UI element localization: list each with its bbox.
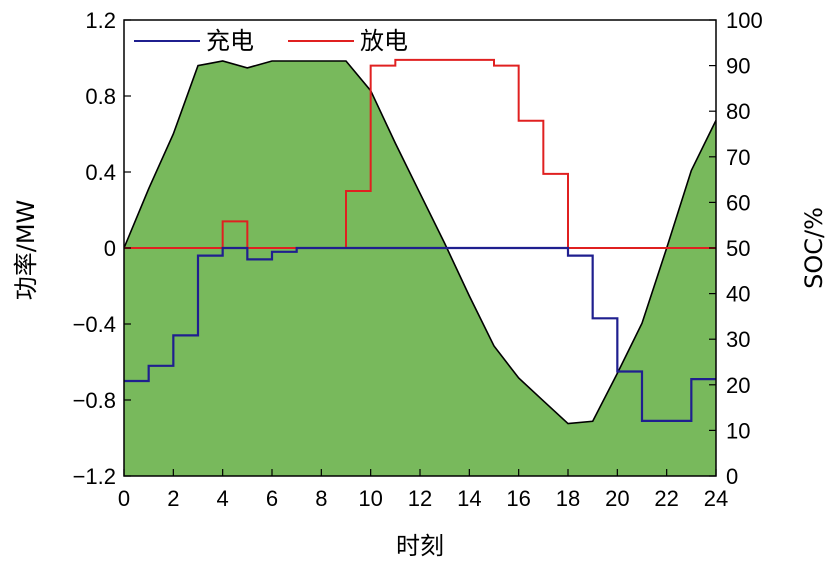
y-left-axis-title: 功率/MW: [12, 200, 40, 301]
y-left-tick-label: −1.2: [73, 464, 116, 489]
y-right-tick-label: 50: [726, 236, 750, 261]
x-tick-label: 8: [315, 486, 327, 511]
legend-label-charge: 充电: [206, 27, 254, 55]
x-tick-label: 14: [457, 486, 481, 511]
y-left-tick-label: 0.4: [85, 160, 116, 185]
x-tick-label: 16: [506, 486, 530, 511]
axis-ticks: 0 2 4 6 8 10 12 14 16 18 20 22 241.20.80.40−0.4−0.8−…: [73, 8, 763, 511]
x-tick-label: 6: [266, 486, 278, 511]
x-axis-title: 时刻: [396, 532, 444, 560]
y-left-tick-label: 1.2: [85, 8, 116, 33]
y-right-tick-label: 0: [726, 464, 738, 489]
x-tick-label: 20: [605, 486, 629, 511]
soc-line: [124, 60, 716, 425]
y-right-tick-label: 90: [726, 54, 750, 79]
y-right-tick-label: 40: [726, 282, 750, 307]
y-left-tick-label: −0.4: [73, 312, 116, 337]
y-right-tick-label: 70: [726, 145, 750, 170]
x-tick-label: 24: [704, 486, 728, 511]
y-right-tick-label: 10: [726, 418, 750, 443]
y-left-tick-label: −0.8: [73, 388, 116, 413]
y-right-tick-label: 80: [726, 99, 750, 124]
power-series-layer: [124, 58, 716, 422]
x-tick-label: 4: [217, 486, 229, 511]
x-tick-label: 0: [118, 486, 130, 511]
x-tick-label: 12: [408, 486, 432, 511]
y-right-tick-label: 100: [726, 8, 763, 33]
y-right-tick-label: 30: [726, 327, 750, 352]
x-tick-label: 22: [654, 486, 678, 511]
legend-label-discharge: 放电: [360, 27, 408, 55]
x-tick-label: 10: [358, 486, 382, 511]
discharge-line: [124, 58, 716, 249]
legend: 充电 放电: [134, 27, 408, 55]
soc-area: [124, 61, 716, 476]
y-right-tick-label: 60: [726, 190, 750, 215]
charge-line: [124, 246, 716, 422]
y-left-tick-label: 0: [104, 236, 116, 261]
soc-area-layer: [124, 60, 716, 476]
y-right-tick-label: 20: [726, 373, 750, 398]
x-tick-label: 2: [167, 486, 179, 511]
y-left-tick-label: 0.8: [85, 84, 116, 109]
y-right-axis-title: SOC/%: [800, 207, 828, 289]
x-tick-label: 18: [556, 486, 580, 511]
